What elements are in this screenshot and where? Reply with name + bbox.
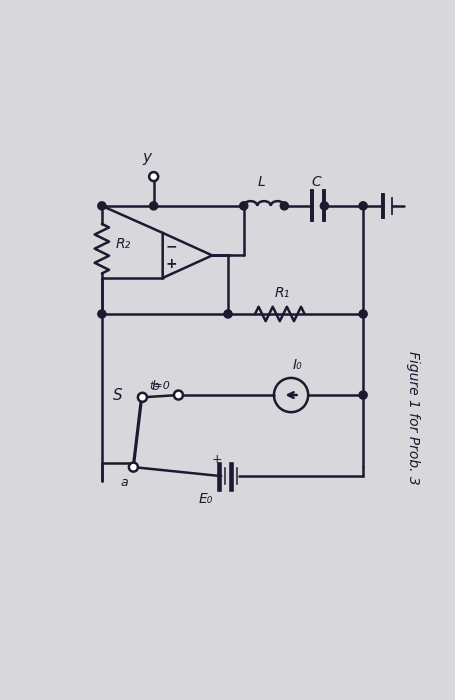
Circle shape (98, 310, 106, 318)
Text: +: + (166, 258, 177, 272)
Text: I₀: I₀ (292, 358, 302, 372)
Circle shape (98, 202, 106, 210)
Circle shape (320, 202, 328, 210)
Text: y: y (142, 150, 151, 165)
Text: +: + (211, 452, 222, 466)
Circle shape (149, 202, 157, 210)
Text: b: b (151, 379, 159, 393)
Circle shape (358, 391, 366, 399)
Circle shape (149, 172, 158, 181)
Text: S: S (112, 388, 122, 402)
Text: R₂: R₂ (115, 237, 130, 251)
Text: E₀: E₀ (198, 492, 212, 506)
Text: L: L (258, 175, 265, 189)
Circle shape (129, 463, 137, 472)
Text: R₁: R₁ (274, 286, 289, 300)
Text: C: C (310, 175, 320, 189)
Text: −: − (166, 239, 177, 253)
Circle shape (137, 393, 147, 402)
Circle shape (358, 310, 366, 318)
Text: Figure 1 for Prob. 3: Figure 1 for Prob. 3 (405, 351, 419, 484)
Circle shape (173, 391, 182, 400)
Circle shape (280, 202, 288, 210)
Text: a: a (120, 476, 128, 489)
Circle shape (358, 202, 366, 210)
Circle shape (223, 310, 232, 318)
Circle shape (239, 202, 247, 210)
Text: t=0: t=0 (149, 381, 170, 391)
